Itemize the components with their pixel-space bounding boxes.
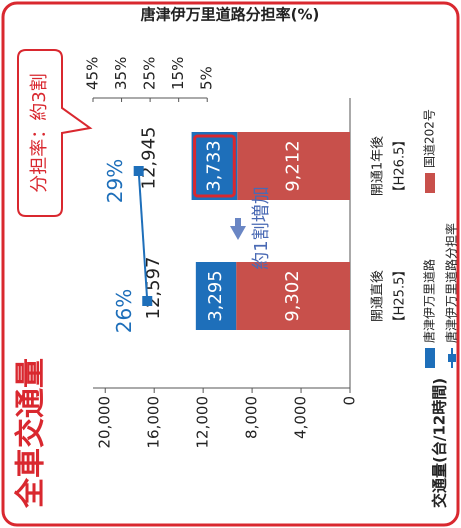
value-label: 3,295 <box>205 270 226 322</box>
y2-tick-label: 15% <box>169 57 187 90</box>
value-label: 9,302 <box>282 270 303 322</box>
y-tick-label: 4,000 <box>292 396 310 439</box>
change-annotation: 約1割増加 <box>251 186 272 269</box>
highlight-box <box>193 134 236 198</box>
legend-swatch <box>425 173 435 193</box>
x-tick-sublabel: 【H25.5】 <box>393 264 408 329</box>
legend-label: 国道202号 <box>423 109 437 168</box>
share-line <box>137 170 149 302</box>
y2-tick-label: 25% <box>141 57 159 90</box>
callout <box>17 49 93 217</box>
x-tick-label: 開通1年後 <box>371 136 386 196</box>
value-label: 9,212 <box>283 140 304 192</box>
y2-axis-title: 唐津伊万里道路分担率(%) <box>141 6 320 24</box>
y2-tick-label: 45% <box>84 57 102 90</box>
share-marker <box>133 166 144 176</box>
bar-segment <box>195 262 237 330</box>
y-tick-label: 12,000 <box>194 396 212 449</box>
value-label: 3,733 <box>203 140 224 192</box>
annotation: 分担率：約3割 <box>29 73 50 192</box>
share-label: 26% <box>112 289 136 333</box>
chart-title: 全車交通量 <box>14 358 49 509</box>
x-tick-label: 開通直後 <box>371 270 386 322</box>
bar-segment <box>236 262 350 330</box>
y-tick-label: 8,000 <box>243 396 261 439</box>
legend-swatch <box>425 348 435 368</box>
total-label: 12,945 <box>139 127 160 190</box>
legend-label: 唐津伊万里道路 <box>422 259 437 343</box>
share-marker <box>142 296 153 306</box>
x-tick-sublabel: 【H26.5】 <box>393 134 408 199</box>
y-tick-label: 0 <box>341 396 359 406</box>
bar-segment <box>191 132 238 200</box>
y-tick-label: 16,000 <box>145 396 163 449</box>
change-arrow <box>230 218 246 240</box>
y2-tick-label: 35% <box>112 57 130 90</box>
y-tick-label: 20,000 <box>96 396 114 449</box>
y2-tick-label: 5% <box>198 66 216 90</box>
y-axis-title: 交通量(台/12時間) <box>431 378 449 508</box>
share-label: 29% <box>103 159 127 203</box>
bar-segment <box>237 132 350 200</box>
legend-label: 唐津伊万里道路分担率 <box>444 223 459 343</box>
legend-marker <box>448 354 456 362</box>
